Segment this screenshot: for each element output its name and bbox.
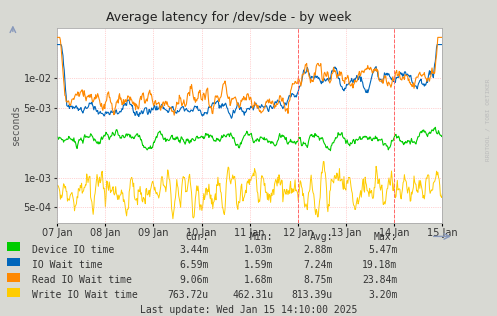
- Text: 1.03m: 1.03m: [244, 245, 273, 255]
- Text: RRDTOOL / TOBI OETIKER: RRDTOOL / TOBI OETIKER: [486, 79, 491, 161]
- Text: 1.68m: 1.68m: [244, 275, 273, 285]
- Text: 7.24m: 7.24m: [304, 260, 333, 270]
- Text: 462.31u: 462.31u: [232, 290, 273, 301]
- Text: 8.75m: 8.75m: [304, 275, 333, 285]
- Text: 19.18m: 19.18m: [362, 260, 398, 270]
- Text: 813.39u: 813.39u: [292, 290, 333, 301]
- Text: 3.44m: 3.44m: [179, 245, 209, 255]
- Text: 23.84m: 23.84m: [362, 275, 398, 285]
- Text: 5.47m: 5.47m: [368, 245, 398, 255]
- Text: 1.59m: 1.59m: [244, 260, 273, 270]
- Text: Cur:: Cur:: [185, 232, 209, 242]
- Text: Avg:: Avg:: [310, 232, 333, 242]
- Text: Last update: Wed Jan 15 14:10:00 2025: Last update: Wed Jan 15 14:10:00 2025: [140, 305, 357, 315]
- Text: Max:: Max:: [374, 232, 398, 242]
- Text: Device IO time: Device IO time: [32, 245, 114, 255]
- Text: 3.20m: 3.20m: [368, 290, 398, 301]
- Text: 9.06m: 9.06m: [179, 275, 209, 285]
- Text: 2.88m: 2.88m: [304, 245, 333, 255]
- Text: Write IO Wait time: Write IO Wait time: [32, 290, 138, 301]
- Text: Average latency for /dev/sde - by week: Average latency for /dev/sde - by week: [106, 11, 351, 24]
- Text: Read IO Wait time: Read IO Wait time: [32, 275, 132, 285]
- Text: IO Wait time: IO Wait time: [32, 260, 103, 270]
- Text: Min:: Min:: [250, 232, 273, 242]
- Y-axis label: seconds: seconds: [11, 105, 21, 146]
- Text: 763.72u: 763.72u: [167, 290, 209, 301]
- Text: 6.59m: 6.59m: [179, 260, 209, 270]
